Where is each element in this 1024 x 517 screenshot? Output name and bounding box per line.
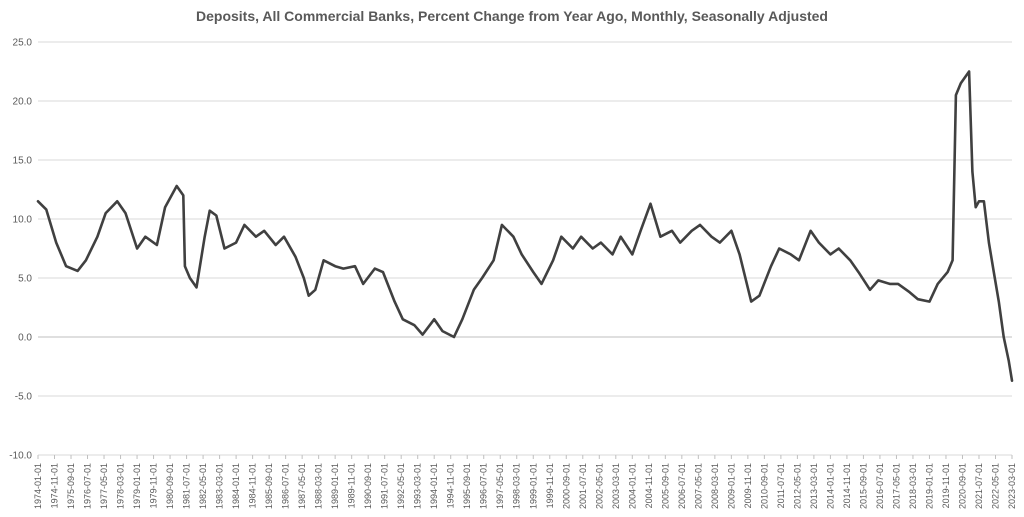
y-tick-label: -10.0	[9, 451, 32, 462]
x-tick-label: 1994-11-01	[446, 463, 456, 508]
x-tick-label: 1987-05-01	[297, 463, 307, 509]
x-tick-label: 2012-05-01	[792, 463, 802, 509]
y-tick-label: 10.0	[13, 215, 33, 226]
x-tick-label: 1977-05-01	[99, 463, 109, 509]
x-tick-label: 1993-03-01	[413, 463, 423, 509]
x-tick-label: 2022-05-01	[990, 463, 1000, 509]
x-tick-label: 2006-07-01	[677, 463, 687, 509]
series-line-0	[36, 70, 1014, 383]
x-tick-label: 1985-09-01	[264, 463, 274, 509]
x-tick-label: 1974-01-01	[33, 463, 43, 509]
chart-title: Deposits, All Commercial Banks, Percent …	[196, 8, 828, 24]
x-tick-label: 1979-01-01	[132, 463, 142, 509]
x-tick-label: 1984-11-01	[248, 463, 258, 508]
x-tick-label: 2013-03-01	[809, 463, 819, 509]
x-tick-label: 2008-03-01	[710, 463, 720, 509]
x-tick-label: 2023-03-01	[1007, 463, 1017, 509]
x-tick-label: 1995-09-01	[462, 463, 472, 509]
x-tick-label: 1996-07-01	[479, 463, 489, 509]
x-tick-label: 2005-09-01	[660, 463, 670, 509]
x-tick-label: 1989-01-01	[330, 463, 340, 509]
y-tick-label: 0.0	[18, 333, 32, 344]
x-tick-label: 1997-05-01	[495, 463, 505, 509]
x-tick-label: 1983-03-01	[215, 463, 225, 509]
x-tick-label: 2015-09-01	[858, 463, 868, 509]
x-tick-label: 2007-05-01	[693, 463, 703, 509]
x-tick-label: 2009-01-01	[726, 463, 736, 509]
x-tick-label: 1994-01-01	[429, 463, 439, 509]
x-tick-label: 1999-01-01	[528, 463, 538, 509]
x-tick-label: 2009-11-01	[743, 463, 753, 508]
x-tick-label: 1984-01-01	[231, 463, 241, 509]
x-tick-label: 2014-01-01	[825, 463, 835, 509]
x-tick-label: 1988-03-01	[314, 463, 324, 509]
x-tick-label: 2017-05-01	[891, 463, 901, 509]
x-tick-label: 1999-11-01	[545, 463, 555, 508]
x-tick-label: 1998-03-01	[512, 463, 522, 509]
x-tick-label: 2004-11-01	[644, 463, 654, 508]
x-tick-label: 2014-11-01	[842, 463, 852, 508]
y-tick-label: 5.0	[18, 274, 32, 285]
y-tick-label: 15.0	[13, 156, 33, 167]
x-tick-label: 2021-07-01	[974, 463, 984, 509]
x-tick-label: 1980-09-01	[165, 463, 175, 509]
x-tick-label: 1974-11-01	[50, 463, 60, 508]
y-tick-label: 20.0	[13, 97, 33, 108]
x-tick-label: 1981-07-01	[182, 463, 192, 509]
x-tick-label: 2020-09-01	[957, 463, 967, 509]
x-tick-label: 2002-05-01	[594, 463, 604, 509]
x-tick-label: 2003-03-01	[611, 463, 621, 509]
x-tick-label: 1978-03-01	[116, 463, 126, 509]
x-tick-label: 2016-07-01	[875, 463, 885, 509]
x-tick-label: 1992-05-01	[396, 463, 406, 509]
x-tick-label: 2004-01-01	[627, 463, 637, 509]
x-tick-label: 2019-11-01	[941, 463, 951, 508]
x-tick-label: 1991-07-01	[380, 463, 390, 509]
x-tick-label: 1975-09-01	[66, 463, 76, 509]
y-tick-label: -5.0	[15, 392, 33, 403]
x-tick-label: 1982-05-01	[198, 463, 208, 509]
y-tick-label: 25.0	[13, 38, 33, 49]
x-tick-label: 1989-11-01	[347, 463, 357, 508]
x-tick-label: 2000-09-01	[561, 463, 571, 509]
x-tick-label: 1990-09-01	[363, 463, 373, 509]
x-tick-label: 2019-01-01	[924, 463, 934, 509]
x-tick-label: 1986-07-01	[281, 463, 291, 509]
x-tick-label: 2001-07-01	[578, 463, 588, 509]
x-tick-label: 1979-11-01	[149, 463, 159, 508]
x-tick-label: 1976-07-01	[83, 463, 93, 509]
x-tick-label: 2018-03-01	[908, 463, 918, 509]
x-tick-label: 2011-07-01	[776, 463, 786, 508]
x-tick-label: 2010-09-01	[759, 463, 769, 509]
